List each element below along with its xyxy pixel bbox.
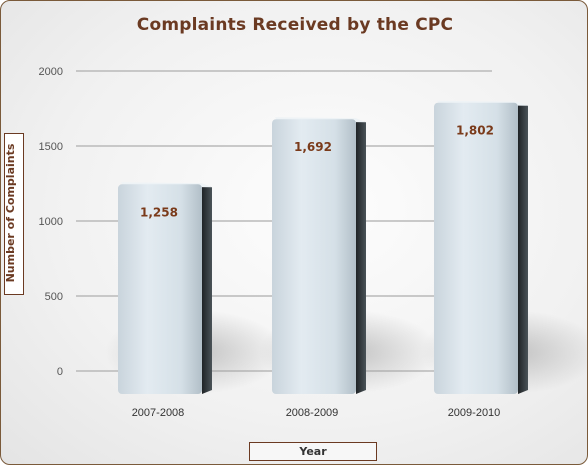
bar-side xyxy=(202,184,212,394)
bar xyxy=(118,184,202,394)
y-tick-label: 1000 xyxy=(39,216,63,228)
data-label: 1,692 xyxy=(294,140,332,154)
data-label: 1,258 xyxy=(140,205,178,219)
data-labels: 1,258 1,692 1,802 xyxy=(140,124,494,220)
bar xyxy=(434,102,518,394)
x-tick-label: 2008-2009 xyxy=(286,407,339,419)
y-tick-label: 1500 xyxy=(39,141,63,153)
y-tick-label: 500 xyxy=(45,291,63,303)
bars xyxy=(105,100,588,394)
y-tick-label: 2000 xyxy=(39,66,63,78)
x-tick-label: 2009-2010 xyxy=(448,407,501,419)
y-axis-label-box xyxy=(4,133,24,295)
x-axis-label: Year xyxy=(249,442,377,461)
data-label: 1,802 xyxy=(456,124,494,138)
x-tick-label: 2007-2008 xyxy=(132,407,185,419)
y-axis-label: Number of Complaints xyxy=(4,143,17,283)
chart-title: Complaints Received by the CPC xyxy=(136,15,454,35)
bar-side xyxy=(356,119,366,394)
y-tick-label: 0 xyxy=(57,366,63,378)
bar-side xyxy=(518,102,528,394)
y-axis-ticks: 0 500 1000 1500 2000 xyxy=(39,66,63,378)
bar xyxy=(272,119,356,394)
x-axis-ticks: 2007-2008 2008-2009 2009-2010 xyxy=(132,407,501,419)
